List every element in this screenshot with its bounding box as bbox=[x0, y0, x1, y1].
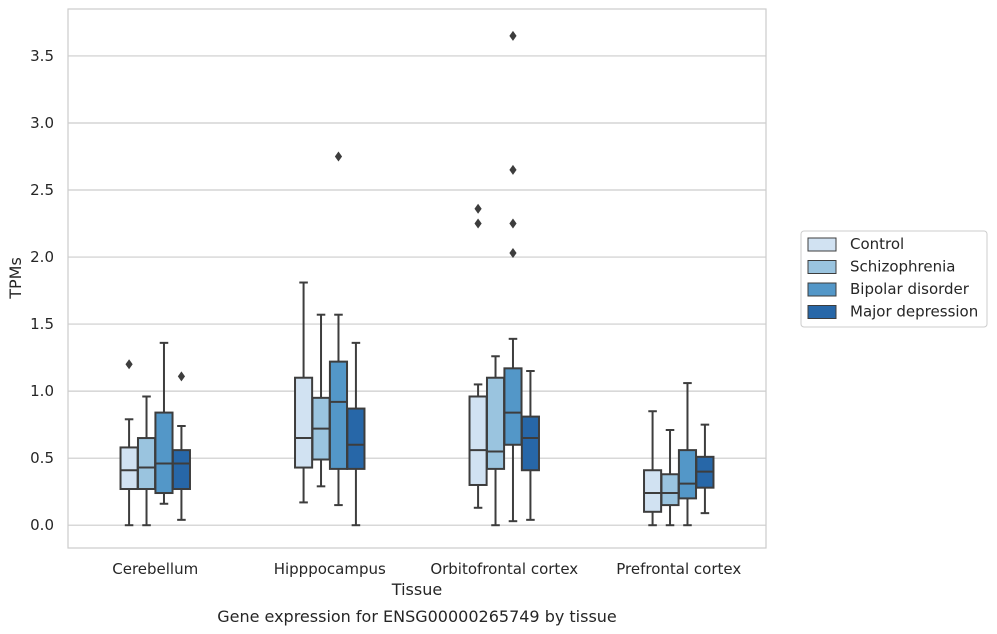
x-tick-label: Prefrontal cortex bbox=[616, 560, 741, 578]
y-tick-label: 3.0 bbox=[30, 114, 54, 132]
box-body bbox=[171, 449, 191, 491]
box-bipolar-disorder bbox=[503, 30, 523, 523]
box-bipolar-disorder bbox=[154, 341, 174, 505]
outlier-point bbox=[334, 151, 343, 162]
plot-area-frame bbox=[67, 8, 767, 549]
box-body bbox=[660, 473, 680, 507]
box-body bbox=[520, 415, 540, 472]
box-body bbox=[346, 407, 366, 470]
legend-item: Bipolar disorder bbox=[807, 280, 970, 298]
box-schizophrenia bbox=[311, 313, 331, 488]
box-control bbox=[294, 281, 314, 504]
y-tick-label: 3.5 bbox=[30, 47, 54, 65]
box-body bbox=[119, 446, 139, 491]
legend-frame bbox=[800, 230, 988, 328]
box-body bbox=[485, 376, 506, 470]
legend-swatch bbox=[807, 260, 837, 274]
box-schizophrenia bbox=[485, 355, 506, 527]
box-control bbox=[119, 359, 139, 527]
box-body bbox=[643, 469, 663, 513]
box-bipolar-disorder bbox=[677, 382, 698, 527]
y-tick-label: 2.0 bbox=[30, 248, 54, 266]
y-tick-label: 0.5 bbox=[30, 449, 54, 467]
legend-item: Control bbox=[807, 235, 904, 253]
y-tick-label: 0.0 bbox=[30, 516, 54, 534]
outlier-point bbox=[509, 30, 517, 41]
x-axis-label: Tissue bbox=[391, 580, 442, 599]
outlier-point bbox=[177, 371, 186, 382]
legend-item: Major depression bbox=[807, 303, 978, 321]
outlier-point bbox=[509, 164, 517, 175]
legend-label: Schizophrenia bbox=[850, 258, 955, 276]
box-body bbox=[294, 376, 314, 469]
y-tick-label: 2.5 bbox=[30, 181, 54, 199]
box-body bbox=[136, 437, 157, 491]
box-body bbox=[677, 449, 698, 500]
legend-label: Bipolar disorder bbox=[850, 280, 970, 298]
outlier-point bbox=[509, 218, 517, 229]
legend-label: Major depression bbox=[850, 303, 978, 321]
y-tick-labels: 0.0 0.5 1.0 1.5 2.0 2.5 3.0 3.5 bbox=[30, 47, 54, 534]
outlier-point bbox=[509, 248, 517, 259]
outlier-point bbox=[125, 359, 133, 370]
box-body bbox=[468, 395, 488, 486]
x-tick-label: Orbitofrontal cortex bbox=[430, 560, 578, 578]
outlier-point bbox=[474, 203, 482, 214]
y-axis-label: TPMs bbox=[6, 257, 25, 300]
legend-swatch bbox=[807, 305, 837, 319]
box-control bbox=[643, 410, 663, 527]
legend-swatch bbox=[807, 282, 837, 297]
box-body bbox=[328, 360, 349, 470]
legend-label: Control bbox=[850, 235, 904, 253]
box-major-depression bbox=[346, 341, 366, 527]
boxes bbox=[119, 30, 715, 527]
x-tick-label: Hipppocampus bbox=[274, 560, 386, 578]
x-tick-labels: Cerebellum Hipppocampus Orbitofrontal cort… bbox=[112, 560, 741, 578]
box-body bbox=[154, 411, 174, 495]
box-schizophrenia bbox=[660, 429, 680, 527]
figure-caption: Gene expression for ENSG00000265749 by t… bbox=[217, 607, 617, 626]
legend: Control Schizophrenia Bipolar disorder Majo… bbox=[800, 230, 988, 328]
box-major-depression bbox=[520, 370, 540, 521]
box-control bbox=[468, 203, 488, 509]
y-tick-label: 1.5 bbox=[30, 315, 54, 333]
box-bipolar-disorder bbox=[328, 151, 349, 507]
box-major-depression bbox=[695, 423, 715, 515]
box-body bbox=[503, 367, 523, 446]
legend-swatch bbox=[807, 237, 837, 252]
box-schizophrenia bbox=[136, 395, 157, 527]
legend-item: Schizophrenia bbox=[807, 258, 955, 276]
y-tick-label: 1.0 bbox=[30, 382, 54, 400]
outlier-point bbox=[474, 218, 482, 229]
box-major-depression bbox=[171, 371, 191, 521]
x-tick-label: Cerebellum bbox=[112, 560, 198, 578]
